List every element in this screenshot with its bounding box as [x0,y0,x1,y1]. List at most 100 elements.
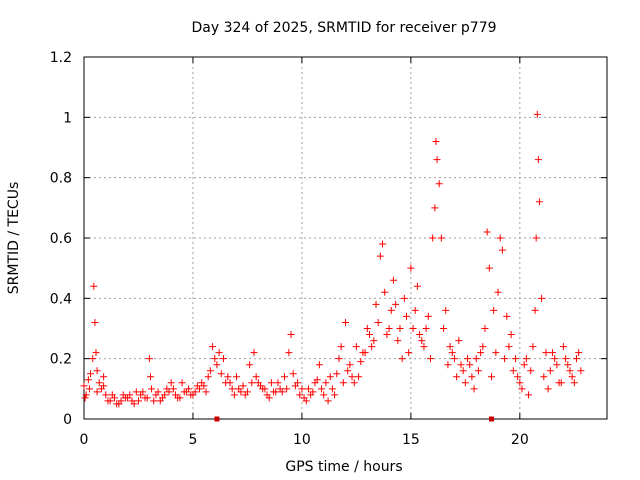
data-point [490,306,498,314]
data-point [474,367,482,375]
data-point [570,379,578,387]
data-point [372,300,380,308]
data-point [479,343,487,351]
data-point [165,388,173,396]
data-point [326,373,334,381]
data-point [503,312,511,320]
data-point [505,343,513,351]
data-point [211,355,219,363]
data-point [446,343,454,351]
data-point [337,343,345,351]
data-point [457,361,465,369]
data-point [520,361,528,369]
data-point [568,373,576,381]
data-point [90,282,98,290]
data-point [442,306,450,314]
axes: 0 0.2 0.4 0.6 0.8 1 1.2 0 5 10 15 20 [50,50,608,448]
data-point [100,373,108,381]
data-point [357,358,365,366]
data-point [424,312,432,320]
data-point [156,397,164,405]
data-point [313,376,321,384]
data-point [546,367,554,375]
data-point [265,394,273,402]
data-point [224,373,232,381]
data-point [84,376,92,384]
data-point [387,306,395,314]
data-point [143,394,151,402]
data-point [283,385,291,393]
data-point [540,373,548,381]
data-point [518,385,526,393]
data-point [331,391,339,399]
data-point [113,400,121,408]
data-point [420,343,428,351]
y-tick-label: 0.4 [50,291,72,307]
data-point [233,373,241,381]
data-point [464,355,472,363]
data-point [455,337,463,345]
data-point [117,397,125,405]
data-point [350,379,358,387]
data-point [365,331,373,339]
data-point [121,394,129,402]
data-point [533,110,541,118]
data-point [468,373,476,381]
data-point [381,288,389,296]
data-point [522,355,530,363]
data-point [370,337,378,345]
data-point [557,379,565,387]
y-axis-label: SRMTID / TECUs [6,182,22,295]
data-point [450,355,458,363]
data-point [400,294,408,302]
data-point [431,204,439,212]
data-point [274,379,282,387]
x-tick-label: 0 [80,432,89,448]
data-point [363,325,371,332]
data-point [81,394,89,402]
data-point [535,198,543,206]
data-point [538,294,546,302]
data-point [448,349,456,357]
data-point [572,355,580,363]
data-point [527,367,535,375]
data-point [342,318,349,326]
data-point [374,318,382,326]
y-tick-label: 1.2 [50,50,72,66]
data-point [335,355,343,363]
data-point [213,361,221,369]
data-point [296,391,304,399]
data-point [411,306,419,314]
data-point [235,385,243,393]
data-point [405,349,413,357]
data-point [285,349,293,357]
y-tick-label: 0.2 [50,352,72,368]
data-point [529,343,537,351]
data-point [315,361,323,369]
axis-markers [214,416,495,422]
axis-square-marker [214,416,220,422]
data-point [564,361,572,369]
data-point [287,331,295,339]
x-tick-label: 15 [402,432,420,448]
data-point [92,349,100,357]
data-point [389,276,397,284]
data-point [361,349,369,357]
data-point [187,391,195,399]
data-point [435,180,443,188]
data-point [289,370,297,378]
data-point [191,388,199,396]
data-point [496,234,504,242]
data-point [453,373,461,381]
data-point [126,391,134,399]
data-point [432,137,440,145]
data-point [100,382,108,390]
data-point [352,343,360,351]
data-point [174,394,182,402]
data-point [93,388,101,396]
data-point [355,373,363,381]
data-point [542,349,550,357]
data-point [379,240,387,248]
data-point [261,385,269,393]
data-point [204,373,212,381]
